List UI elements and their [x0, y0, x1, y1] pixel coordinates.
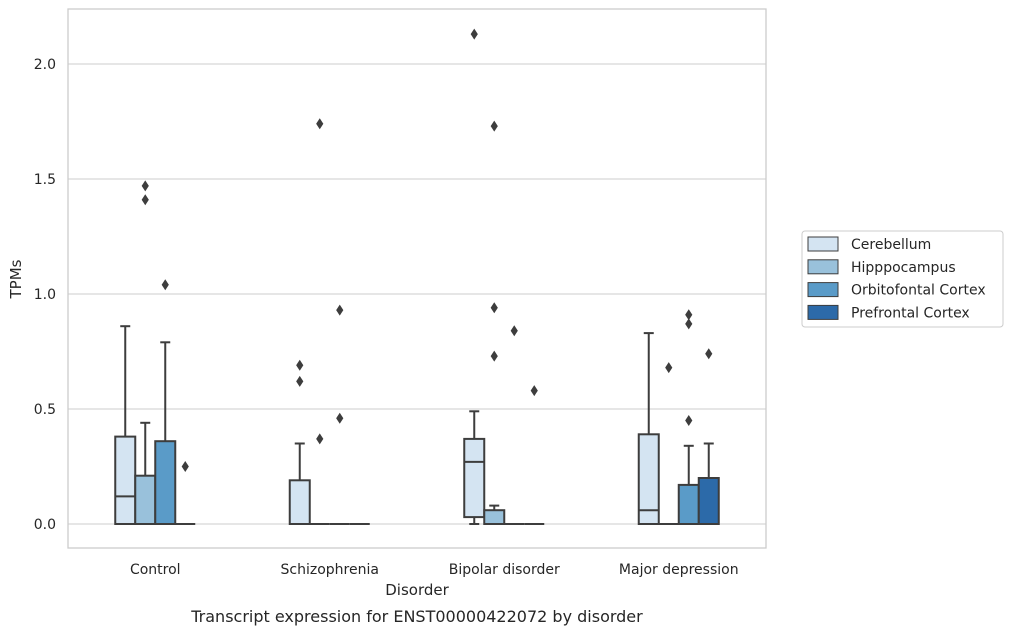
outlier-point	[141, 180, 149, 192]
legend-swatch	[807, 236, 839, 252]
legend-swatch	[807, 304, 839, 320]
outlier-point	[141, 194, 149, 206]
outlier-point	[510, 325, 518, 337]
legend-label: Hipppocampus	[851, 260, 956, 276]
y-axis-ticks: 0.0 0.5 1.0 1.5 2.0	[34, 57, 56, 533]
legend-label: Orbitofontal Cortex	[851, 283, 986, 299]
box-iqr	[677, 483, 700, 525]
outlier-point	[490, 350, 498, 362]
y-tick-label: 0.0	[34, 517, 56, 533]
chart-caption: Transcript expression for ENST0000042207…	[190, 607, 643, 626]
box-iqr	[697, 477, 720, 525]
legend-swatch	[807, 282, 839, 298]
series-cerebellum	[114, 28, 660, 526]
legend-frame	[801, 230, 1004, 328]
box-iqr	[463, 437, 486, 519]
x-tick-label: Schizophrenia	[281, 562, 379, 578]
box-iqr	[637, 433, 660, 525]
legend-label: Prefrontal Cortex	[851, 305, 970, 321]
box-iqr	[154, 440, 177, 526]
x-axis-ticks: Control Schizophrenia Bipolar disorder Majo…	[130, 562, 739, 578]
outlier-point	[470, 28, 478, 40]
series-hipppocampus	[134, 118, 679, 526]
y-axis-title: TPMs	[7, 259, 25, 299]
outlier-point	[665, 362, 673, 374]
outlier-point	[685, 415, 693, 426]
outlier-point	[181, 461, 189, 472]
x-axis-title: Disorder	[385, 581, 449, 599]
outlier-point	[490, 302, 498, 314]
outlier-point	[296, 375, 304, 387]
box-iqr	[288, 479, 311, 525]
y-tick-label: 1.0	[34, 287, 56, 303]
outlier-point	[685, 309, 693, 321]
outlier-point	[296, 359, 304, 371]
box-iqr	[114, 435, 137, 526]
box-series	[114, 28, 720, 526]
y-tick-label: 2.0	[34, 57, 56, 73]
outlier-point	[336, 304, 344, 316]
legend: Cerebellum Hipppocampus Orbitofontal Corte…	[801, 230, 1004, 328]
series-orbitofontal-cortex	[154, 279, 700, 526]
outlier-point	[316, 433, 324, 445]
outlier-point	[316, 118, 324, 130]
outlier-point	[336, 412, 344, 424]
plot-frame	[67, 8, 767, 549]
legend-label: Cerebellum	[851, 237, 931, 253]
legend-swatch	[807, 259, 839, 275]
x-tick-label: Major depression	[619, 562, 739, 578]
outlier-point	[685, 318, 693, 330]
outlier-point	[530, 385, 538, 397]
x-tick-label: Control	[130, 562, 181, 578]
box-iqr	[134, 474, 157, 526]
box-iqr	[483, 509, 506, 526]
outlier-point	[705, 348, 713, 360]
y-tick-label: 0.5	[34, 402, 56, 418]
outlier-point	[490, 120, 498, 132]
x-tick-label: Bipolar disorder	[449, 562, 560, 578]
y-tick-label: 1.5	[34, 172, 56, 188]
outlier-point	[161, 279, 169, 291]
series-prefrontal-cortex	[175, 348, 720, 525]
